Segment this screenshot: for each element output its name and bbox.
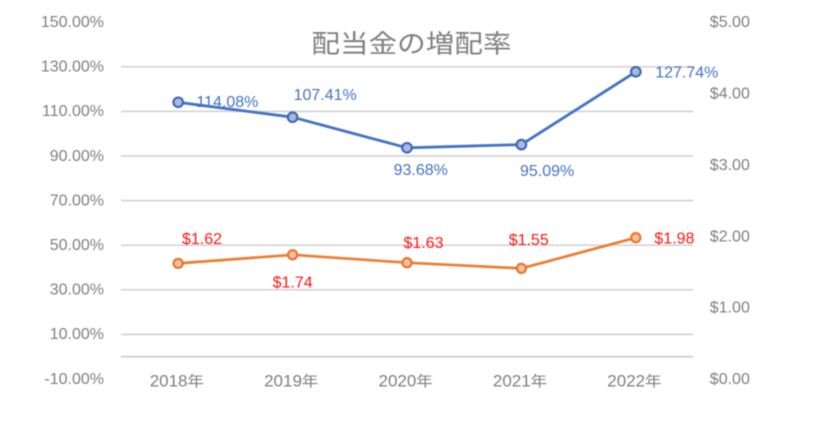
svg-text:110.00%: 110.00% bbox=[42, 103, 104, 120]
svg-text:$1.55: $1.55 bbox=[509, 232, 549, 249]
svg-text:$5.00: $5.00 bbox=[710, 14, 750, 31]
svg-text:$1.62: $1.62 bbox=[182, 231, 222, 248]
svg-text:10.00%: 10.00% bbox=[50, 326, 104, 343]
svg-text:$1.98: $1.98 bbox=[654, 231, 694, 248]
svg-text:$4.00: $4.00 bbox=[710, 86, 750, 103]
svg-text:$1.74: $1.74 bbox=[273, 275, 313, 292]
svg-text:2018: 2018 bbox=[150, 371, 188, 390]
svg-text:$0.00: $0.00 bbox=[710, 371, 750, 388]
svg-text:90.00%: 90.00% bbox=[50, 148, 104, 165]
svg-text:-10.00%: -10.00% bbox=[44, 371, 104, 388]
svg-text:114.08%: 114.08% bbox=[196, 94, 258, 111]
svg-text:150.00%: 150.00% bbox=[41, 14, 104, 31]
svg-text:93.68%: 93.68% bbox=[394, 162, 448, 179]
svg-text:70.00%: 70.00% bbox=[50, 192, 104, 209]
svg-text:$1.63: $1.63 bbox=[404, 235, 444, 252]
svg-text:95.09%: 95.09% bbox=[520, 163, 574, 180]
svg-text:130.00%: 130.00% bbox=[41, 59, 104, 76]
svg-text:$1.00: $1.00 bbox=[710, 300, 750, 317]
svg-text:50.00%: 50.00% bbox=[50, 237, 104, 254]
svg-text:2021: 2021 bbox=[493, 371, 531, 390]
svg-text:2019: 2019 bbox=[264, 371, 302, 390]
svg-text:2020: 2020 bbox=[379, 371, 417, 390]
svg-text:$2.00: $2.00 bbox=[710, 228, 750, 245]
svg-text:$3.00: $3.00 bbox=[710, 157, 750, 174]
svg-text:2022: 2022 bbox=[607, 371, 645, 390]
svg-text:30.00%: 30.00% bbox=[50, 282, 104, 299]
svg-text:107.41%: 107.41% bbox=[294, 87, 357, 104]
svg-text:127.74%: 127.74% bbox=[655, 65, 718, 82]
